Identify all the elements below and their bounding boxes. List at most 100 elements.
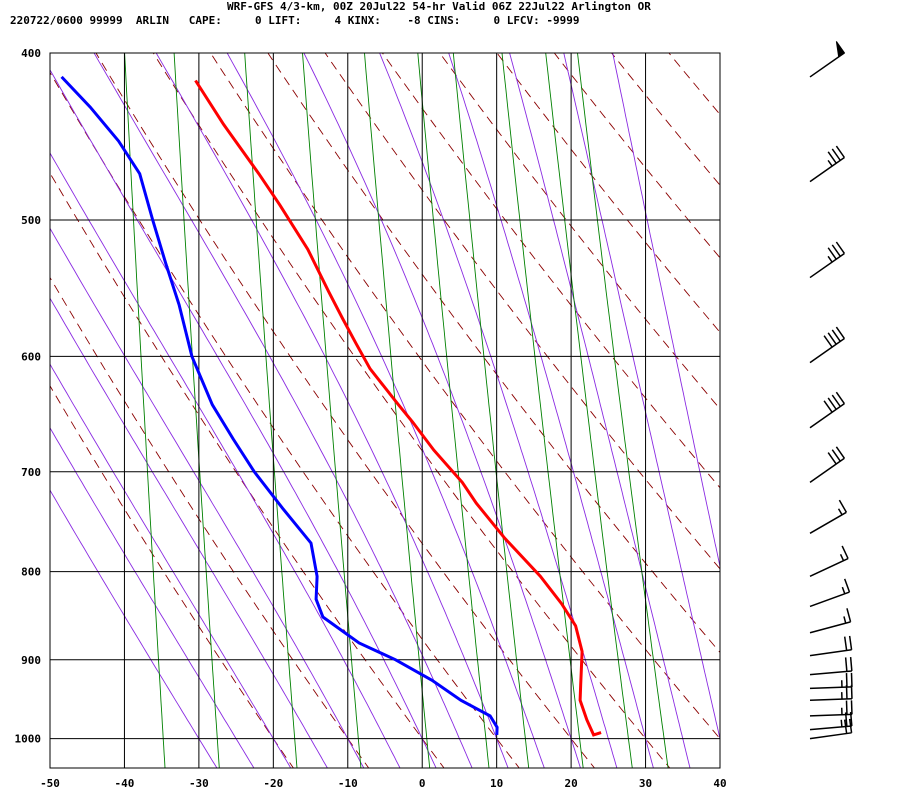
x-tick-label: 20: [564, 777, 577, 790]
wind-barb: [809, 700, 853, 717]
barb-feather: [823, 335, 833, 348]
dry-adiabat-line: [496, 53, 720, 333]
dry-adiabat-line: [50, 384, 294, 768]
barb-shaft: [809, 591, 850, 608]
sounding-profiles: [60, 75, 602, 737]
barb-shaft: [809, 732, 852, 740]
wind-barb: [809, 684, 853, 702]
barb-shaft: [809, 649, 852, 657]
barb-shaft: [809, 511, 847, 534]
barb-half-feather: [827, 159, 833, 167]
barb-shaft: [809, 698, 853, 702]
moist-adiabat-line: [50, 363, 292, 768]
barb-feather: [844, 657, 848, 672]
wind-barb: [809, 718, 853, 740]
y-tick-label: 1000: [15, 733, 42, 746]
mixing-ratio-line: [545, 53, 633, 768]
dry-adiabat-line: [611, 53, 720, 186]
moist-adiabat-line: [303, 53, 581, 768]
mixing-ratio-line: [364, 53, 431, 768]
dry-adiabat-line: [50, 71, 520, 768]
barb-feather: [838, 499, 848, 513]
barb-feather: [831, 329, 841, 342]
barb-feather: [835, 446, 846, 459]
x-tick-label: -30: [189, 777, 209, 790]
barb-half-feather: [837, 508, 843, 516]
grid: [49, 52, 721, 769]
barb-shaft: [809, 713, 853, 717]
x-tick-label: 0: [419, 777, 426, 790]
moist-adiabat-line: [50, 426, 255, 768]
sounding-indices: 220722/0600 99999 ARLIN CAPE: 0 LIFT: 4 …: [10, 14, 580, 27]
dry-adiabat-line: [710, 34, 900, 782]
wind-barb: [809, 672, 853, 690]
barb-shaft: [809, 403, 845, 429]
barb-feather: [831, 244, 841, 257]
barb-feather: [827, 332, 837, 345]
barb-feather: [835, 241, 846, 254]
moist-adiabat-line: [612, 53, 720, 569]
mixing-ratio-line: [124, 53, 166, 768]
barb-feather: [844, 712, 848, 727]
wind-barb: [809, 578, 851, 608]
barb-shaft: [809, 686, 853, 690]
wind-barb: [809, 326, 846, 364]
wind-barb: [809, 711, 853, 731]
temperature-profile: [194, 79, 602, 737]
mixing-ratio-line: [417, 53, 490, 768]
wind-barb: [809, 145, 846, 183]
y-tick-label: 800: [21, 566, 41, 579]
barb-feather: [843, 636, 848, 651]
x-tick-label: 40: [713, 777, 726, 790]
wind-barb: [809, 446, 846, 483]
dry-adiabat-line: [210, 53, 720, 740]
barb-feather: [841, 545, 849, 559]
barb-feather: [835, 391, 846, 405]
moist-adiabat-line: [50, 297, 328, 768]
mixing-ratio-line: [577, 53, 669, 768]
barb-feather: [849, 656, 853, 672]
barb-feather: [827, 452, 837, 465]
y-tick-label: 400: [21, 47, 41, 60]
moist-adiabat-line: [379, 53, 618, 768]
barb-shaft: [809, 621, 851, 634]
moist-adiabat-line: [226, 53, 545, 768]
dewpoint-profile: [60, 75, 499, 735]
barb-half-feather: [840, 719, 843, 727]
moist-adiabat-line: [50, 69, 437, 768]
barb-half-feather: [843, 616, 847, 624]
barb-feather: [823, 400, 833, 413]
barb-shaft: [809, 670, 852, 676]
barb-pennant: [835, 41, 846, 58]
barb-shaft: [809, 252, 845, 279]
moist-adiabat-line: [563, 53, 720, 741]
barb-feather: [831, 449, 841, 462]
barb-half-feather: [839, 554, 845, 562]
barb-feather: [849, 711, 853, 727]
plot-frame: [49, 52, 721, 769]
barb-feather: [846, 608, 852, 623]
dry-adiabat-line: [767, 34, 900, 782]
barb-half-feather: [841, 586, 846, 595]
wind-barb: [809, 545, 849, 578]
barb-feather: [827, 151, 837, 164]
mixing-ratio-line: [173, 53, 220, 768]
x-tick-label: -10: [338, 777, 358, 790]
x-tick-label: -50: [40, 777, 60, 790]
x-tick-label: 30: [639, 777, 652, 790]
barb-shaft: [809, 725, 852, 731]
dry-adiabat-line: [324, 53, 720, 570]
dry-adiabat-line: [50, 172, 445, 768]
moist-adiabat-line: [155, 53, 509, 768]
wind-barb: [809, 499, 848, 534]
moist-adiabat-line: [93, 53, 473, 768]
barb-shaft: [809, 337, 845, 364]
dry-adiabat-line: [267, 53, 720, 654]
axes: 400 500 600 700 800 900 1000 -50 -40 -30 -20 -10 0 10…: [15, 47, 727, 790]
x-tick-label: 10: [490, 777, 503, 790]
barb-feather: [831, 148, 841, 161]
wind-barbs: [809, 41, 853, 740]
moist-adiabat-line: [50, 227, 365, 768]
barb-shaft: [809, 457, 845, 483]
